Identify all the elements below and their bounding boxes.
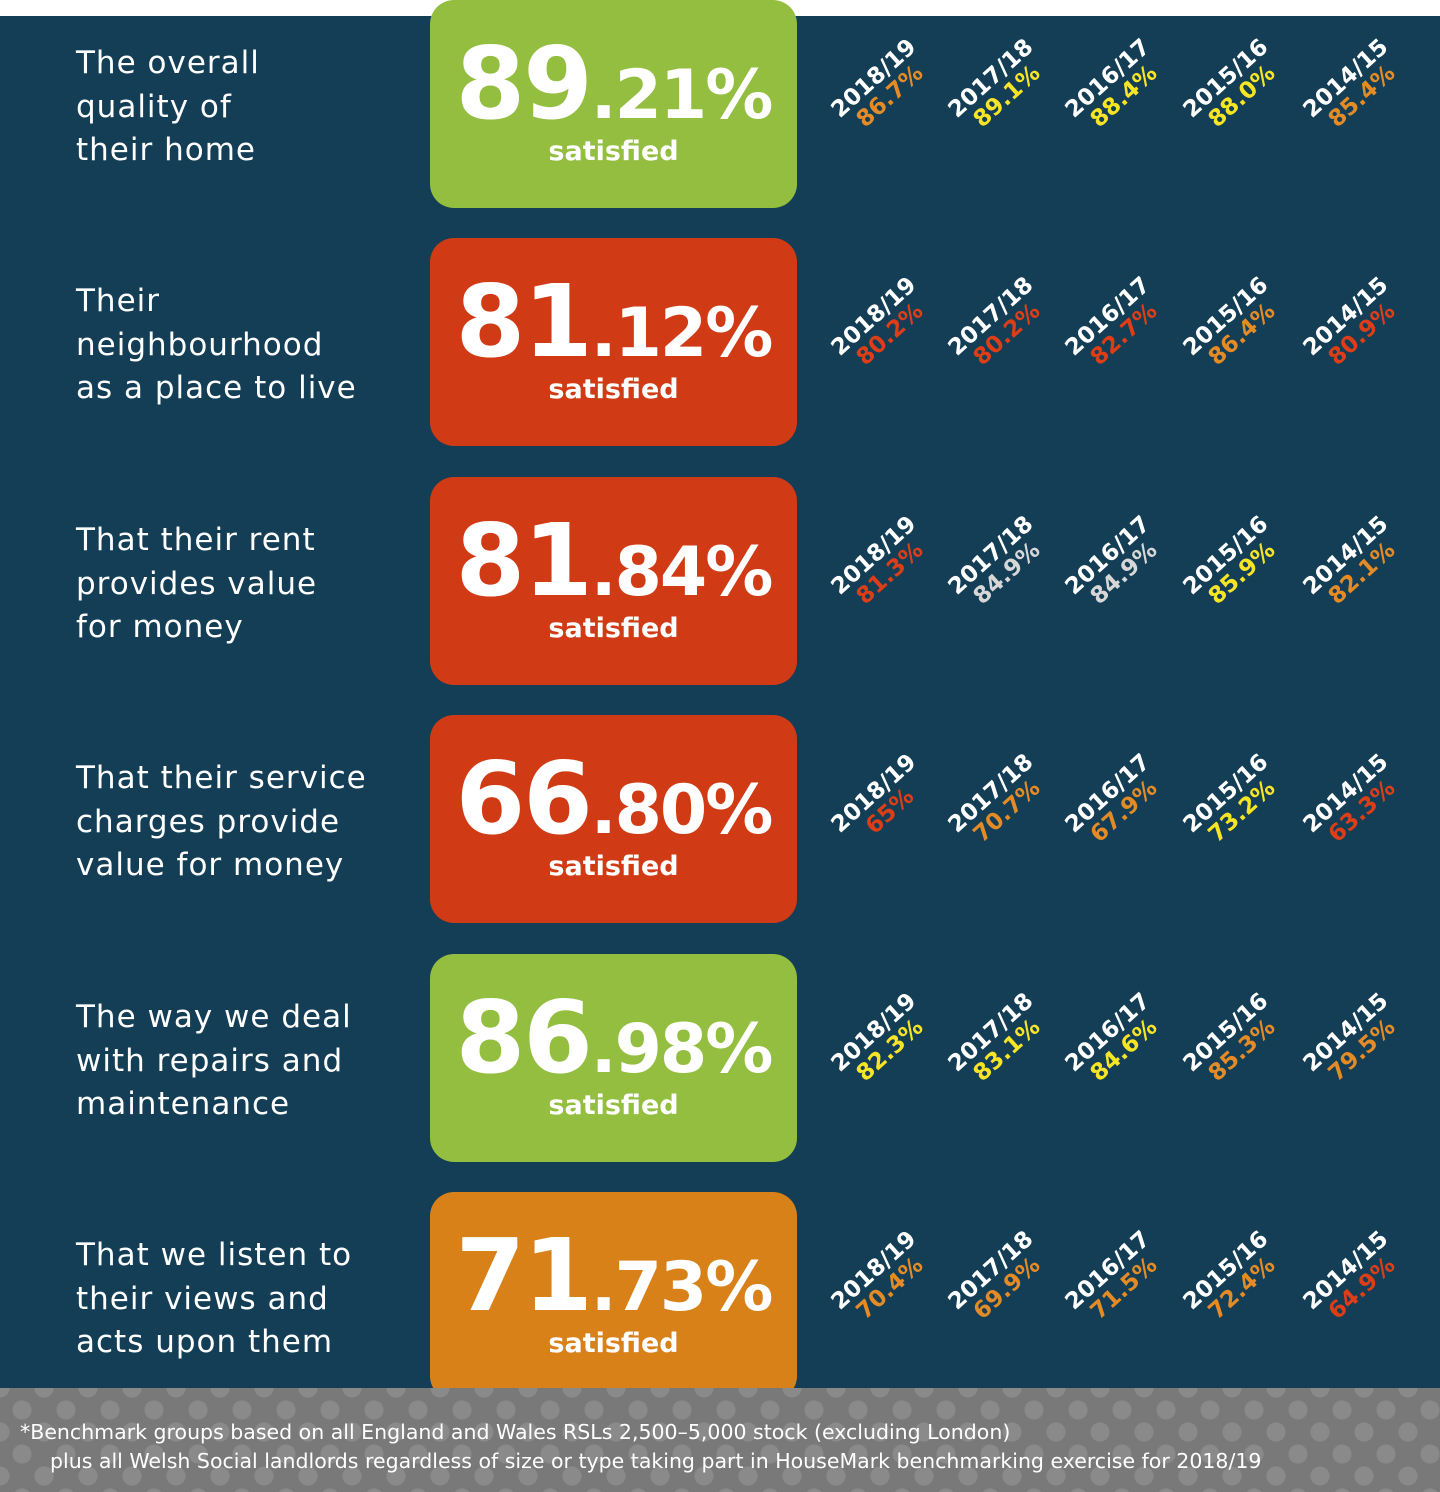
footnote-line-2: plus all Welsh Social landlords regardle…: [50, 1449, 1262, 1473]
benchmark-footnote: *Benchmark groups based on all England a…: [20, 1418, 1420, 1476]
score-value: 81.12%: [430, 272, 797, 384]
score-box: 71.73% satisfied: [430, 1192, 797, 1400]
footnote-line-1: *Benchmark groups based on all England a…: [20, 1420, 1011, 1444]
satisfaction-row: That their rent provides value for money…: [0, 477, 1440, 687]
benchmark-item: 2015/16 85.3%: [1177, 987, 1299, 1105]
score-value: 81.84%: [430, 511, 797, 623]
score-box: 66.80% satisfied: [430, 715, 797, 923]
row-label: That their service charges provide value…: [76, 760, 367, 883]
benchmark-item: 2014/15 82.1%: [1297, 510, 1419, 628]
benchmark-item: 2014/15 85.4%: [1297, 33, 1419, 151]
score-integer: 81: [455, 502, 593, 619]
satisfaction-row: Their neighbourhood as a place to live 81…: [0, 238, 1440, 448]
benchmark-item: 2017/18 83.1%: [942, 987, 1064, 1105]
score-caption: satisfied: [548, 1328, 679, 1359]
benchmark-item: 2017/18 80.2%: [942, 271, 1064, 389]
score-caption: satisfied: [548, 613, 679, 644]
benchmark-item: 2018/19 80.2%: [825, 271, 947, 389]
score-value: 89.21%: [430, 34, 797, 146]
benchmark-item: 2018/19 70.4%: [825, 1225, 947, 1343]
benchmark-item: 2018/19 86.7%: [825, 33, 947, 151]
row-label: The overall quality of their home: [76, 45, 260, 168]
benchmark-item: 2014/15 80.9%: [1297, 271, 1419, 389]
benchmark-item: 2014/15 79.5%: [1297, 987, 1419, 1105]
row-label: The way we deal with repairs and mainten…: [76, 999, 352, 1122]
score-integer: 86: [455, 979, 593, 1096]
score-caption: satisfied: [548, 374, 679, 405]
score-caption: satisfied: [548, 851, 679, 882]
benchmark-item: 2015/16 73.2%: [1177, 748, 1299, 866]
benchmark-item: 2015/16 85.9%: [1177, 510, 1299, 628]
benchmark-item: 2015/16 86.4%: [1177, 271, 1299, 389]
score-integer: 66: [455, 740, 593, 857]
score-box: 81.84% satisfied: [430, 477, 797, 685]
benchmark-item: 2018/19 82.3%: [825, 987, 947, 1105]
score-box: 86.98% satisfied: [430, 954, 797, 1162]
row-label: Their neighbourhood as a place to live: [76, 283, 357, 406]
row-label: That their rent provides value for money: [76, 522, 318, 645]
benchmark-item: 2016/17 84.6%: [1059, 987, 1181, 1105]
score-caption: satisfied: [548, 136, 679, 167]
benchmark-item: 2016/17 82.7%: [1059, 271, 1181, 389]
benchmark-item: 2016/17 67.9%: [1059, 748, 1181, 866]
benchmark-item: 2016/17 71.5%: [1059, 1225, 1181, 1343]
benchmark-item: 2018/19 81.3%: [825, 510, 947, 628]
benchmark-item: 2015/16 72.4%: [1177, 1225, 1299, 1343]
satisfaction-row: That we listen to their views and acts u…: [0, 1192, 1440, 1402]
score-value: 86.98%: [430, 988, 797, 1100]
satisfaction-row: The way we deal with repairs and mainten…: [0, 954, 1440, 1164]
score-integer: 89: [455, 25, 593, 142]
score-value: 71.73%: [430, 1226, 797, 1338]
score-value: 66.80%: [430, 749, 797, 861]
satisfaction-row: The overall quality of their home 89.21% s…: [0, 0, 1440, 210]
score-decimal: .84%: [590, 533, 774, 612]
score-decimal: .21%: [590, 56, 774, 135]
benchmark-item: 2016/17 88.4%: [1059, 33, 1181, 151]
satisfaction-row: That their service charges provide value…: [0, 715, 1440, 925]
satisfaction-panel: [0, 16, 1440, 1388]
score-box: 89.21% satisfied: [430, 0, 797, 208]
benchmark-item: 2017/18 70.7%: [942, 748, 1064, 866]
benchmark-item: 2014/15 63.3%: [1297, 748, 1419, 866]
benchmark-item: 2017/18 69.9%: [942, 1225, 1064, 1343]
row-label: That we listen to their views and acts u…: [76, 1237, 353, 1360]
score-integer: 81: [455, 263, 593, 380]
score-decimal: .73%: [590, 1248, 774, 1327]
score-decimal: .12%: [590, 294, 774, 373]
benchmark-item: 2017/18 84.9%: [942, 510, 1064, 628]
score-integer: 71: [455, 1217, 593, 1334]
footer-band: *Benchmark groups based on all England a…: [0, 1388, 1440, 1492]
benchmark-item: 2015/16 88.0%: [1177, 33, 1299, 151]
score-decimal: .98%: [590, 1010, 774, 1089]
benchmark-item: 2016/17 84.9%: [1059, 510, 1181, 628]
benchmark-item: 2018/19 65%: [825, 748, 947, 866]
score-box: 81.12% satisfied: [430, 238, 797, 446]
score-caption: satisfied: [548, 1090, 679, 1121]
benchmark-item: 2017/18 89.1%: [942, 33, 1064, 151]
score-decimal: .80%: [590, 771, 774, 850]
benchmark-item: 2014/15 64.9%: [1297, 1225, 1419, 1343]
